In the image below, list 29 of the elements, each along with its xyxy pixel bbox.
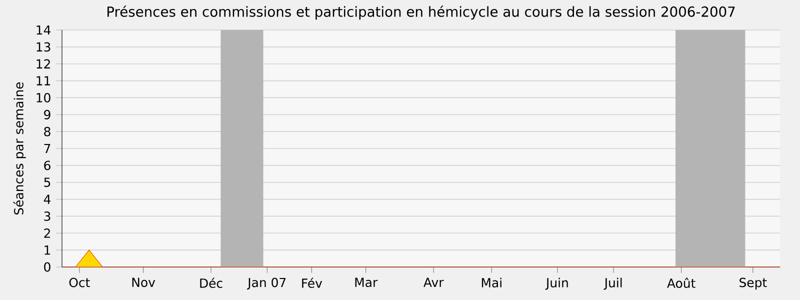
chart-title: Présences en commissions et participation en hémicycle au cours de la session 2006-2007 (107, 6, 735, 20)
x-tick-label: Août (667, 278, 696, 288)
x-tick-label: Jan 07 (246, 278, 286, 290)
y-tick-label: 7 (44, 144, 50, 154)
x-tick-label: Déc (200, 278, 222, 288)
y-tick-label: 10 (36, 93, 50, 102)
y-tick-label: 13 (36, 42, 50, 52)
y-tick-label: 1 (44, 246, 50, 255)
y-tick-label: 12 (36, 59, 50, 68)
y-tick-label: 8 (44, 126, 50, 136)
x-tick-label: Fév (302, 278, 322, 288)
x-tick-label: Mar (355, 278, 378, 288)
y-axis-title: Séances par semaine (13, 82, 26, 214)
x-tick-label: Sept (740, 278, 767, 290)
y-tick-label: 2 (44, 228, 50, 238)
y-tick-label: 4 (44, 194, 51, 204)
y-tick-label: 11 (36, 76, 50, 86)
x-tick-label: Oct (69, 278, 90, 288)
x-tick-label: Avr (424, 278, 444, 287)
x-tick-label: Juin (545, 278, 568, 290)
y-tick-label: 6 (44, 160, 50, 170)
x-tick-label: Mai (482, 278, 502, 288)
x-tick-label: Nov (132, 278, 156, 288)
y-tick-label: 3 (44, 212, 50, 221)
x-tick-label: Juil (604, 278, 622, 290)
y-tick-label: 9 (44, 110, 50, 120)
y-tick-label: 14 (36, 25, 51, 35)
y-tick-label: 5 (44, 178, 50, 187)
y-tick-label: 0 (44, 262, 50, 272)
